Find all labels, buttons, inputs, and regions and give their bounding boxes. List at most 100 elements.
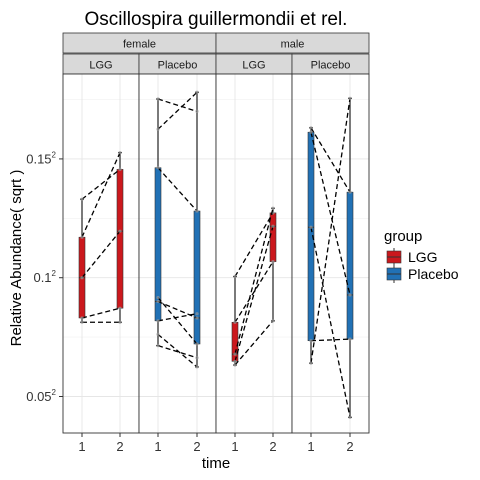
panel-background <box>216 74 292 433</box>
subject-point <box>118 306 122 310</box>
chart-title: Oscillospira guillermondii et rel. <box>85 9 348 30</box>
legend-label-Placebo: Placebo <box>408 266 459 282</box>
subject-point <box>156 332 160 336</box>
subject-point <box>271 206 275 210</box>
subject-point <box>156 97 160 101</box>
subject-line-6 <box>157 167 198 212</box>
y-tick-label: 0.12 <box>33 269 56 285</box>
legend-label-LGG: LGG <box>408 249 438 265</box>
subject-point <box>348 337 352 341</box>
legend-key-Placebo <box>386 265 402 283</box>
subject-point <box>195 365 199 369</box>
facet-panels <box>62 73 370 434</box>
facet-strips: female male LGG Placebo LGG Placebo <box>62 32 370 75</box>
subject-point <box>233 274 237 279</box>
subject-point <box>271 260 275 264</box>
x-tick-label: 2 <box>346 439 353 454</box>
subject-line-4 <box>234 261 274 323</box>
subject-point <box>118 151 122 155</box>
subject-point <box>348 293 352 297</box>
x-axis: 1 2 1 2 1 2 1 2 <box>78 433 354 454</box>
box-iqr <box>193 210 201 345</box>
subject-point <box>195 312 199 316</box>
strip-male-bg <box>215 32 370 54</box>
subject-point <box>80 316 84 320</box>
subject-point <box>348 96 352 100</box>
subject-line-1 <box>157 345 198 359</box>
subject-line-3 <box>81 230 121 279</box>
subject-point <box>348 190 352 194</box>
panel-background <box>139 74 216 433</box>
panel-female-LGG <box>62 73 140 434</box>
strip-male-label: male <box>281 39 305 51</box>
subject-line-4 <box>157 300 198 319</box>
subject-point <box>80 235 84 239</box>
subject-point <box>195 316 199 320</box>
subject-point <box>156 166 160 170</box>
subject-point <box>271 319 275 323</box>
panel-background <box>63 74 139 433</box>
y-axis: 0.052 0.12 0.152 <box>26 150 63 404</box>
subject-point <box>156 344 160 348</box>
subject-point <box>195 356 199 360</box>
subject-point <box>271 224 275 228</box>
subject-line-2 <box>157 333 198 368</box>
subject-point <box>195 209 199 213</box>
y-tick-label: 0.052 <box>26 388 56 404</box>
legend-title: group <box>384 228 422 245</box>
subject-point <box>80 197 84 201</box>
subject-point <box>195 90 199 94</box>
subject-line-1 <box>234 320 274 366</box>
panel-male-LGG <box>215 73 293 434</box>
subject-point <box>156 319 160 323</box>
strip-male-Placebo-label: Placebo <box>311 60 351 72</box>
strip-female-Placebo-label: Placebo <box>158 60 198 72</box>
x-tick-label: 1 <box>307 439 314 454</box>
subject-line-8 <box>157 98 198 113</box>
box-iqr <box>346 191 354 340</box>
subject-line-4 <box>310 132 351 296</box>
subject-line-5 <box>310 338 351 342</box>
subject-line-5 <box>81 168 121 200</box>
strip-female-LGG-label: LGG <box>89 60 112 72</box>
strip-male-LGG-label: LGG <box>242 60 265 72</box>
box-female-LGG-t2 <box>116 152 124 323</box>
x-tick-label: 1 <box>154 439 161 454</box>
subject-point <box>309 225 313 229</box>
subject-line-7 <box>157 91 198 130</box>
x-tick-label: 1 <box>78 439 85 454</box>
subject-point <box>233 363 237 367</box>
subject-point <box>309 361 313 365</box>
subject-point <box>195 342 199 346</box>
legend-key-LGG <box>386 248 402 266</box>
subject-line-2 <box>310 127 351 193</box>
box-iqr <box>269 212 277 262</box>
subject-point <box>156 127 160 131</box>
subject-point <box>80 320 84 324</box>
subject-point <box>118 320 122 324</box>
subject-line-2 <box>81 307 121 319</box>
x-tick-label: 2 <box>193 439 200 454</box>
subject-point <box>309 126 313 130</box>
box-iqr <box>116 169 124 309</box>
subject-line-5 <box>157 297 198 345</box>
box-male-Placebo-t1 <box>307 127 315 364</box>
y-axis-title: Relative Abundance( sqrt ) <box>8 170 25 347</box>
subject-point <box>309 339 313 343</box>
strip-female-label: female <box>123 39 156 51</box>
subject-line-2 <box>234 226 274 362</box>
panel-male-Placebo <box>291 73 370 434</box>
subject-point <box>118 167 122 171</box>
subject-point <box>348 415 352 419</box>
subject-point <box>156 295 160 300</box>
subject-point <box>233 359 237 363</box>
subject-line-5 <box>234 208 274 355</box>
subject-point <box>156 299 160 304</box>
subject-point <box>80 276 84 280</box>
subject-point <box>118 229 122 233</box>
panel-female-Placebo <box>138 73 217 434</box>
subject-line-3 <box>310 227 351 418</box>
subject-point <box>195 109 199 114</box>
